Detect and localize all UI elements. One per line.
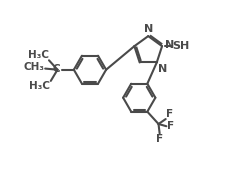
Text: N: N [144, 24, 153, 34]
Text: C: C [53, 64, 60, 74]
Text: CH₃: CH₃ [24, 62, 45, 72]
Text: H₃C: H₃C [27, 50, 49, 60]
Text: SH: SH [172, 41, 189, 51]
Text: F: F [156, 134, 163, 144]
Text: N: N [158, 64, 167, 74]
Text: N: N [165, 40, 174, 50]
Text: F: F [166, 109, 173, 119]
Text: H₃C: H₃C [29, 81, 50, 91]
Text: F: F [167, 121, 174, 131]
